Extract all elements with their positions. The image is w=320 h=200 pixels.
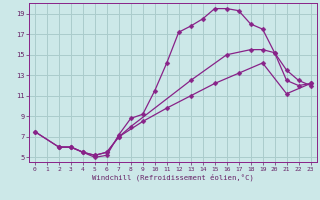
X-axis label: Windchill (Refroidissement éolien,°C): Windchill (Refroidissement éolien,°C)	[92, 173, 254, 181]
